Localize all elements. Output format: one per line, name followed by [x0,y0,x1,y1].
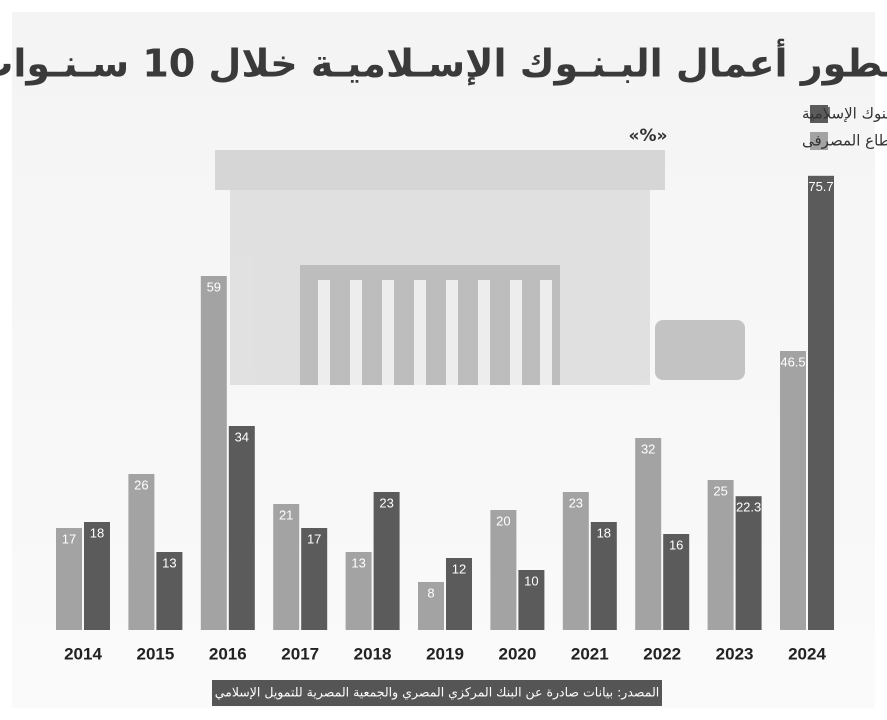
building-image [215,150,745,385]
legend-label: القطاع المصرفى [802,132,887,150]
x-tick-label: 2014 [64,644,102,663]
value-label: 10 [524,573,538,588]
value-label: 75.7 [808,179,833,194]
value-label: 13 [351,555,365,570]
legend-label: البنوك الإسلامية [802,105,887,123]
unit-label: «%» [629,126,668,146]
bar [301,528,328,630]
bar [156,552,183,630]
chart-title: تـطور أعمال البـنـوك الإسـلاميـة خلال 10… [0,39,887,86]
value-label: 46.5 [780,354,805,369]
bar [590,522,617,630]
bar [228,426,255,630]
x-tick-label: 2024 [788,644,826,663]
x-tick-label: 2021 [571,644,609,663]
bar [373,492,400,630]
bar [128,474,155,630]
bar [663,534,690,630]
bar [84,522,110,630]
bar [490,510,517,630]
value-label: 23 [379,495,393,510]
value-label: 8 [427,585,434,600]
value-label: 17 [62,531,76,546]
bar [200,276,227,630]
bar [735,496,762,630]
bar [562,492,589,630]
legend-swatch [810,105,828,123]
x-tick-label: 2015 [136,644,174,663]
bar [418,582,444,630]
bar [707,480,734,630]
bar [345,552,372,630]
value-label: 23 [569,495,583,510]
value-label: 18 [597,525,611,540]
value-label: 21 [279,507,293,522]
bar [518,570,545,630]
value-label: 32 [641,441,655,456]
legend-swatch [810,132,828,150]
x-tick-label: 2019 [426,644,464,663]
value-label: 59 [207,279,221,294]
value-label: 12 [452,561,466,576]
x-tick-label: 2016 [209,644,247,663]
bar [635,438,662,630]
bar [56,528,82,630]
value-label: 18 [90,525,104,540]
value-label: 26 [134,477,148,492]
bar [446,558,472,630]
value-label: 34 [235,429,249,444]
value-label: 16 [669,537,683,552]
x-tick-label: 2017 [281,644,319,663]
value-label: 22.3 [736,500,761,515]
x-tick-label: 2022 [643,644,681,663]
source-note: المصدر: بيانات صادرة عن البنك المركزي ال… [215,685,660,701]
source-box [212,680,662,706]
x-tick-label: 2018 [354,644,392,663]
x-tick-label: 2020 [498,644,536,663]
value-label: 25 [713,483,727,498]
bar [780,351,806,630]
bar [273,504,300,630]
bar [808,175,834,631]
x-tick-label: 2023 [716,644,754,663]
value-label: 13 [162,555,176,570]
value-label: 17 [307,531,321,546]
value-label: 20 [496,513,510,528]
